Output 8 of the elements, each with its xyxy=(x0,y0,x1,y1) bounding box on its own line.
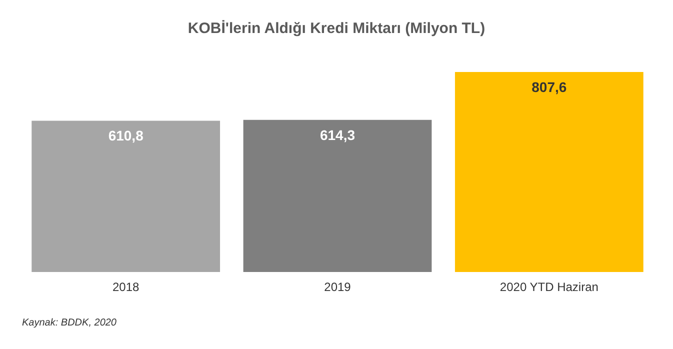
chart-title: KOBİ'lerin Aldığı Kredi Miktarı (Milyon TL) xyxy=(188,20,486,37)
x-tick-label: 2020 YTD Haziran xyxy=(500,280,598,294)
data-label: 614,3 xyxy=(320,126,356,143)
data-label: 807,6 xyxy=(532,79,567,95)
text: Kaynak: BDDK, 2020 xyxy=(22,318,117,328)
data-label: 610,8 xyxy=(108,128,144,144)
x-tick-label: 2018 xyxy=(112,280,140,294)
x-tick-label: 2019 xyxy=(324,280,352,294)
